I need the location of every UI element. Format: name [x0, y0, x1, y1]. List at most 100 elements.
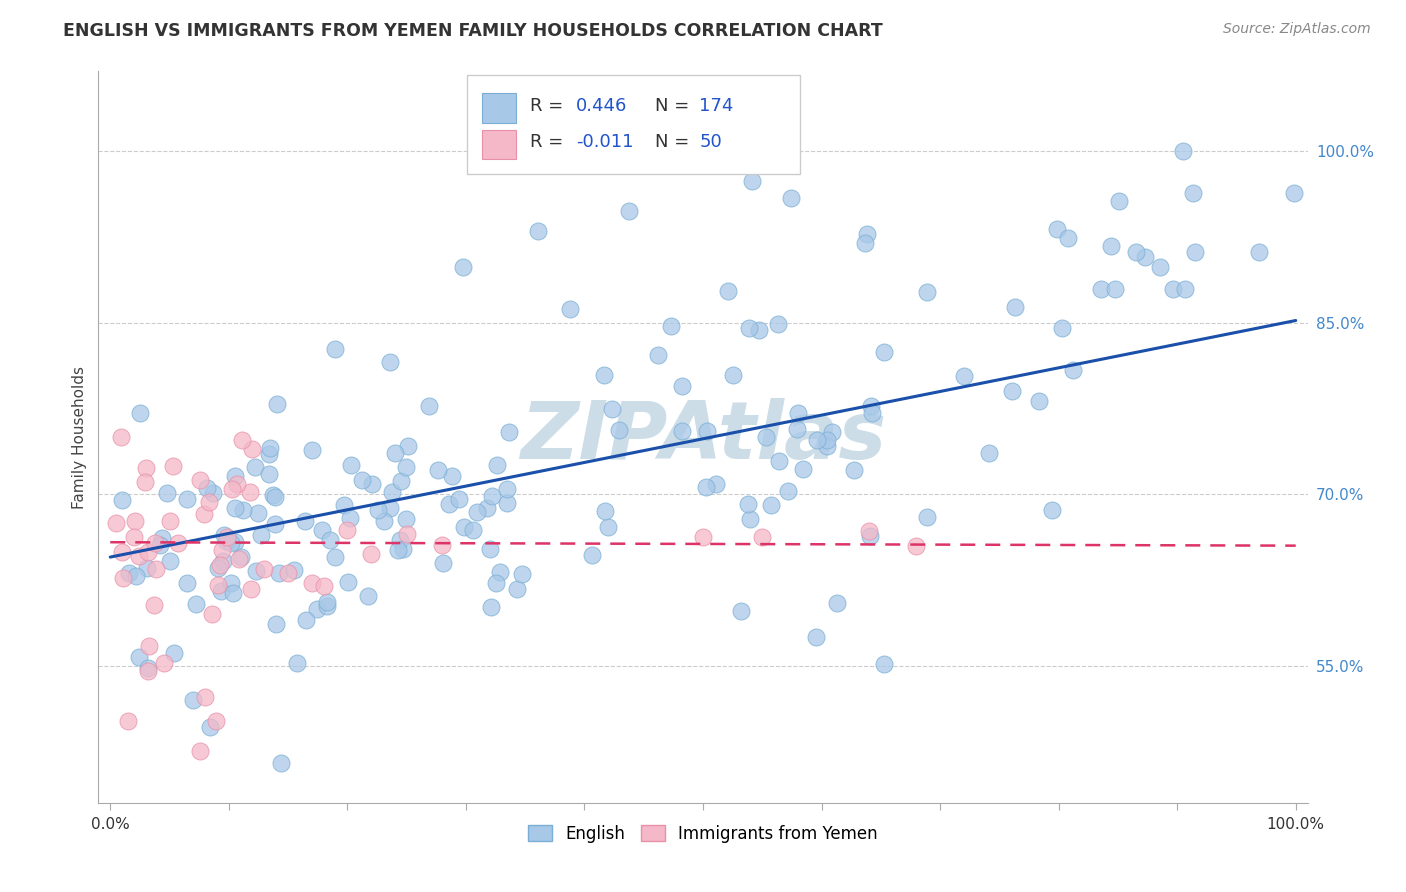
- Point: [1249, 245, 1271, 260]
- Point: [432, 538, 454, 552]
- Point: [357, 589, 380, 603]
- Point: [232, 503, 254, 517]
- Point: [253, 562, 276, 576]
- Point: [128, 549, 150, 563]
- Point: [231, 433, 253, 447]
- Point: [560, 302, 582, 317]
- Point: [207, 561, 229, 575]
- Text: 0.446: 0.446: [576, 96, 627, 115]
- Point: [188, 744, 211, 758]
- Point: [294, 514, 316, 528]
- Point: [437, 497, 460, 511]
- Point: [527, 224, 550, 238]
- Point: [378, 500, 401, 515]
- Text: 50: 50: [699, 133, 723, 152]
- Point: [318, 533, 340, 547]
- Point: [1282, 186, 1305, 201]
- Point: [766, 318, 789, 332]
- Point: [721, 368, 744, 383]
- Point: [138, 661, 160, 675]
- Point: [360, 548, 382, 562]
- Point: [858, 524, 880, 538]
- Point: [221, 586, 243, 600]
- Point: [219, 575, 242, 590]
- Point: [621, 154, 644, 169]
- Point: [246, 506, 269, 520]
- Text: -0.011: -0.011: [576, 133, 634, 152]
- Point: [398, 439, 420, 453]
- Point: [600, 402, 623, 417]
- Point: [117, 566, 139, 581]
- Point: [596, 520, 619, 534]
- Point: [395, 526, 418, 541]
- Point: [979, 446, 1001, 460]
- Point: [263, 490, 285, 504]
- Point: [917, 510, 939, 524]
- Point: [228, 552, 250, 566]
- Point: [1174, 281, 1197, 295]
- Point: [148, 538, 170, 552]
- Y-axis label: Family Households: Family Households: [72, 366, 87, 508]
- Point: [853, 235, 876, 250]
- Point: [209, 584, 232, 599]
- Point: [336, 523, 359, 537]
- Point: [125, 568, 148, 582]
- Point: [737, 498, 759, 512]
- Point: [1001, 384, 1024, 399]
- Point: [323, 549, 346, 564]
- Text: ENGLISH VS IMMIGRANTS FROM YEMEN FAMILY HOUSEHOLDS CORRELATION CHART: ENGLISH VS IMMIGRANTS FROM YEMEN FAMILY …: [63, 22, 883, 40]
- Point: [159, 514, 181, 528]
- Point: [224, 501, 246, 516]
- Point: [301, 576, 323, 591]
- Point: [249, 528, 271, 542]
- Point: [287, 656, 309, 670]
- Point: [441, 468, 464, 483]
- Point: [129, 406, 152, 420]
- Point: [135, 561, 157, 575]
- Point: [859, 400, 882, 414]
- FancyBboxPatch shape: [482, 130, 516, 159]
- Point: [755, 430, 778, 444]
- Point: [166, 536, 188, 550]
- Text: Source: ZipAtlas.com: Source: ZipAtlas.com: [1223, 22, 1371, 37]
- Point: [207, 578, 229, 592]
- Point: [176, 491, 198, 506]
- Point: [778, 483, 800, 498]
- Point: [479, 599, 502, 614]
- Point: [134, 475, 156, 489]
- Point: [221, 482, 243, 496]
- Point: [124, 514, 146, 528]
- Point: [481, 489, 503, 503]
- Point: [860, 406, 883, 420]
- Point: [953, 369, 976, 384]
- Point: [761, 498, 783, 512]
- Point: [212, 528, 235, 542]
- Point: [105, 516, 128, 530]
- Point: [395, 460, 418, 475]
- Point: [395, 511, 418, 525]
- Point: [224, 469, 246, 483]
- Point: [432, 556, 454, 570]
- FancyBboxPatch shape: [482, 94, 516, 122]
- Point: [1004, 300, 1026, 314]
- Point: [671, 424, 693, 438]
- Point: [506, 582, 529, 596]
- Point: [283, 563, 305, 577]
- Point: [815, 434, 838, 448]
- Point: [792, 461, 814, 475]
- Point: [1040, 503, 1063, 517]
- Point: [145, 561, 167, 575]
- Point: [704, 477, 727, 491]
- Point: [112, 570, 135, 584]
- Point: [184, 597, 207, 611]
- Text: N =: N =: [655, 96, 695, 115]
- Point: [1161, 281, 1184, 295]
- Point: [740, 512, 762, 526]
- Text: 174: 174: [699, 96, 734, 115]
- Point: [215, 534, 238, 549]
- Point: [451, 260, 474, 274]
- Point: [1184, 245, 1206, 260]
- Point: [316, 595, 339, 609]
- Point: [671, 379, 693, 393]
- Point: [245, 460, 267, 475]
